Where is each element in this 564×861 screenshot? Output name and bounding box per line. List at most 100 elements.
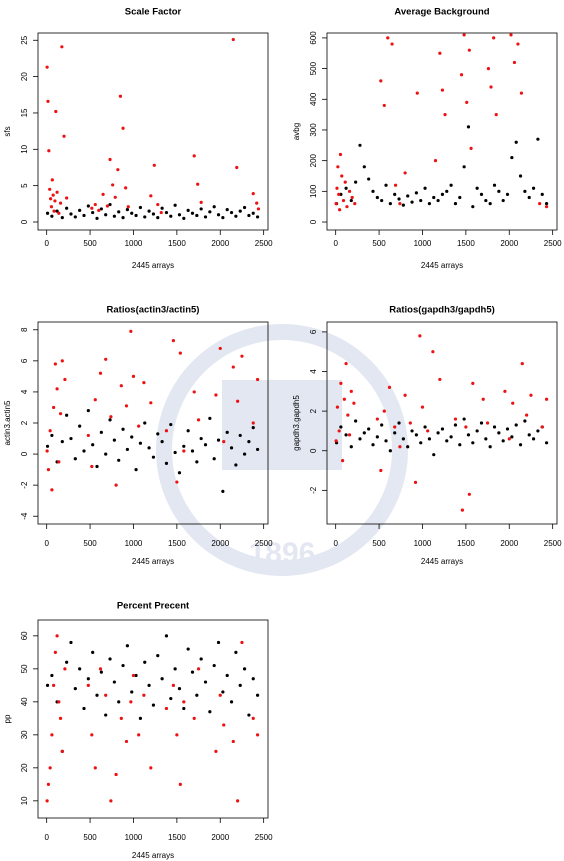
y-tick-label: 60: [20, 631, 29, 640]
point: [104, 357, 108, 361]
point: [475, 186, 479, 190]
y-tick-label: 2: [20, 420, 29, 425]
point: [341, 459, 345, 463]
point: [388, 202, 392, 206]
point: [99, 430, 103, 434]
point: [118, 94, 123, 98]
point: [60, 359, 64, 363]
point: [256, 207, 261, 211]
point: [60, 440, 64, 444]
point: [152, 163, 156, 167]
y-axis-label: avbg: [292, 123, 301, 140]
point: [520, 361, 524, 366]
point: [159, 210, 163, 215]
point: [505, 427, 510, 431]
point: [175, 480, 179, 484]
point: [492, 36, 496, 40]
point: [129, 329, 133, 333]
point: [460, 508, 464, 512]
point: [45, 444, 50, 448]
point: [203, 443, 208, 447]
point: [69, 640, 73, 645]
point: [503, 389, 507, 393]
y-tick-label: 500: [309, 61, 318, 75]
point: [50, 488, 54, 492]
point: [538, 202, 542, 206]
point: [45, 683, 50, 687]
point: [527, 433, 531, 437]
point: [47, 149, 51, 153]
point: [93, 202, 97, 207]
point: [121, 126, 125, 130]
x-tick-label: 2000: [500, 239, 518, 248]
x-tick-label: 500: [83, 833, 97, 842]
point: [50, 733, 54, 737]
point: [54, 109, 58, 114]
point: [458, 195, 462, 200]
point: [347, 189, 352, 193]
point: [109, 799, 113, 803]
point: [99, 670, 103, 674]
plot-frame: [326, 32, 558, 231]
point: [160, 206, 164, 210]
point: [255, 447, 260, 452]
point: [436, 431, 440, 435]
x-axis-label: 2445 arrays: [132, 557, 174, 566]
x-tick-label: 500: [372, 539, 386, 548]
point: [55, 209, 59, 213]
point: [349, 198, 353, 203]
point: [544, 205, 549, 209]
point: [510, 435, 514, 439]
x-tick-label: 2500: [544, 239, 562, 248]
point: [86, 433, 90, 438]
point: [125, 644, 129, 648]
point: [489, 85, 493, 89]
point: [431, 350, 435, 354]
point: [531, 186, 536, 190]
point: [375, 195, 379, 200]
point: [48, 429, 52, 433]
point: [192, 716, 196, 720]
point: [251, 192, 255, 196]
point: [134, 468, 138, 472]
point: [126, 205, 130, 209]
point: [52, 405, 56, 410]
point: [221, 690, 225, 694]
point: [57, 211, 61, 215]
y-tick-label: 2: [309, 408, 318, 413]
point: [234, 650, 238, 654]
x-tick-label: 0: [44, 833, 49, 842]
point: [464, 425, 468, 429]
point: [462, 417, 466, 421]
point: [471, 205, 475, 209]
point: [458, 443, 462, 447]
point: [347, 433, 352, 437]
point: [97, 208, 101, 212]
point: [55, 634, 59, 638]
point: [164, 461, 169, 465]
point: [178, 782, 182, 786]
point: [507, 437, 511, 441]
x-tick-label: 2500: [255, 239, 273, 248]
x-tick-label: 500: [83, 539, 97, 548]
point: [95, 464, 99, 469]
point: [182, 700, 186, 704]
point: [350, 195, 354, 200]
point: [147, 683, 151, 687]
point: [69, 436, 73, 441]
point: [109, 415, 113, 419]
point: [335, 405, 340, 409]
plot-frame: [326, 321, 558, 525]
point: [459, 73, 464, 77]
point: [186, 647, 190, 651]
y-axis-label: pp: [3, 714, 12, 723]
x-tick-label: 1000: [414, 239, 432, 248]
y-tick-label: 300: [309, 123, 318, 137]
point: [65, 196, 69, 200]
point: [386, 36, 390, 40]
point: [95, 216, 99, 220]
point: [341, 198, 346, 203]
point: [440, 88, 445, 92]
point: [221, 489, 225, 493]
point: [415, 91, 419, 95]
